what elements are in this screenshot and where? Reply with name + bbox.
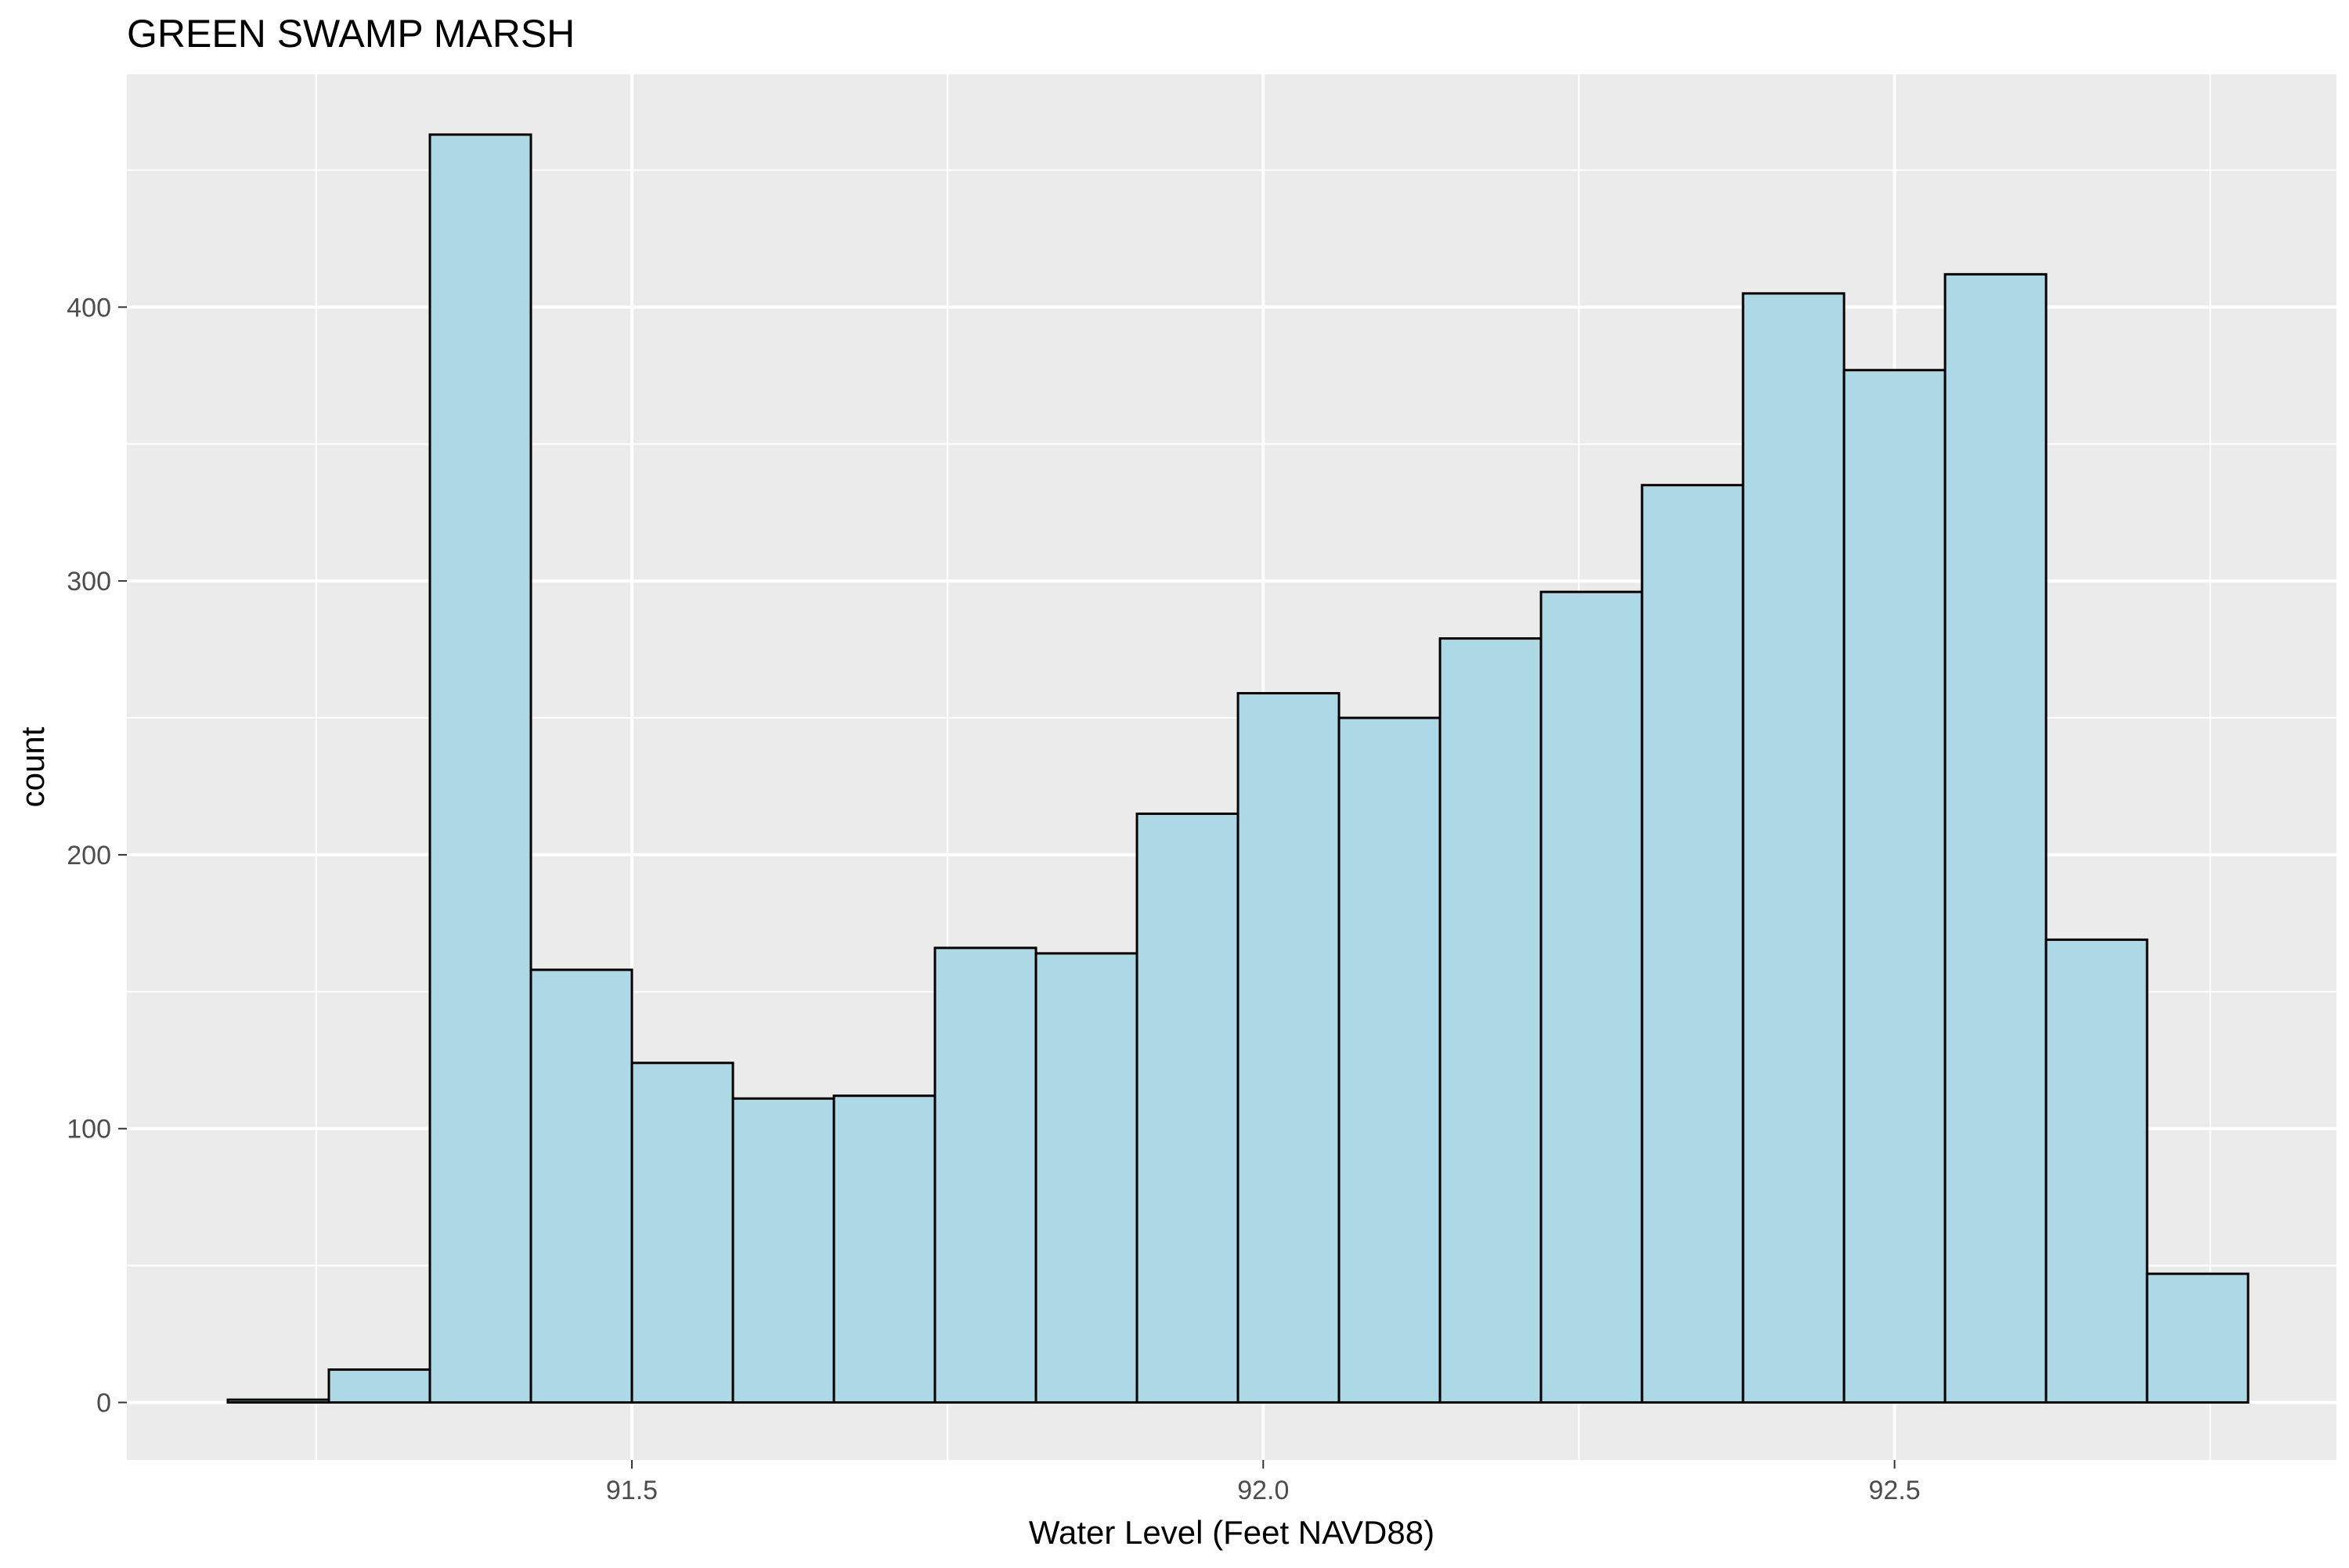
y-axis-label: count [14,726,51,807]
histogram-bar [1337,716,1442,1404]
y-tick-label: 100 [67,1115,111,1144]
histogram-bar [226,1398,330,1404]
y-tick-label: 300 [67,567,111,597]
histogram-bar [1943,272,2048,1404]
y-tick-label: 400 [67,293,111,323]
histogram-bar [2145,1272,2250,1404]
histogram-bar [327,1368,431,1404]
x-tick-label: 92.5 [1869,1476,1921,1505]
histogram-bar [428,133,532,1404]
y-tick-label: 200 [67,841,111,871]
histogram-bar [933,946,1037,1404]
bars [226,133,2250,1404]
histogram-bar [2044,938,2149,1404]
chart-title: GREEN SWAMP MARSH [127,12,575,56]
histogram-bar [1842,369,1947,1404]
histogram-bar [1741,292,1846,1404]
histogram-bar [1135,812,1239,1404]
histogram-bar [630,1062,734,1404]
histogram-bar [1236,692,1340,1404]
histogram-bar [1034,952,1138,1404]
histogram-bar [1438,637,1543,1404]
histogram-bar [529,968,633,1404]
histogram-bar [1640,484,1745,1404]
histogram-bar [731,1097,835,1404]
histogram-bar [832,1094,936,1404]
x-tick-label: 91.5 [606,1476,658,1505]
y-tick-label: 0 [96,1389,111,1418]
x-axis-label: Water Level (Feet NAVD88) [1029,1514,1434,1551]
y-axis: 0 100 200 300 400 [67,293,127,1418]
x-axis: 91.5 92.0 92.5 [606,1460,1921,1505]
x-tick-label: 92.0 [1237,1476,1289,1505]
histogram-bar [1539,590,1644,1404]
